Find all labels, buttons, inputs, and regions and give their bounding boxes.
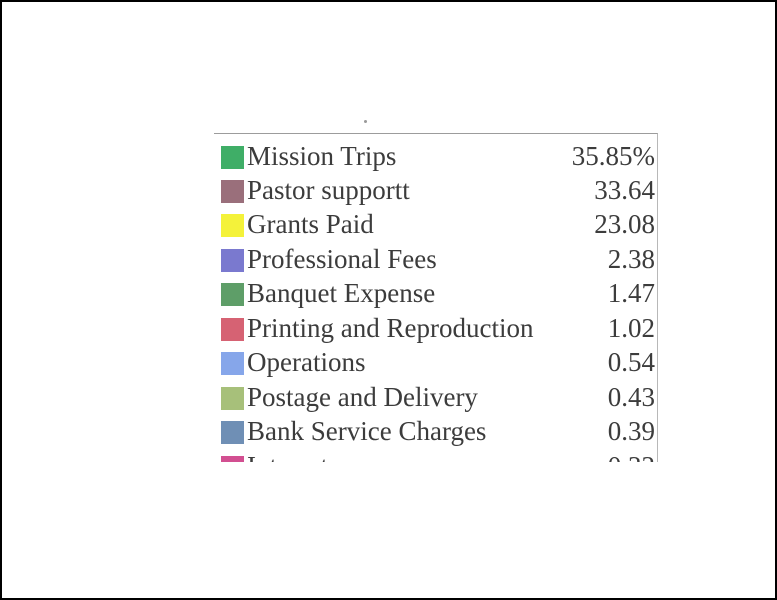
legend-swatch (221, 456, 244, 462)
legend-row: Bank Service Charges 0.39 (214, 413, 657, 447)
legend-row: Grants Paid 23.08 (214, 206, 657, 240)
legend-swatch (221, 283, 244, 306)
legend-row: Printing and Reproduction 1.02 (214, 310, 657, 344)
legend-swatch (221, 421, 244, 444)
legend-value: 35.85% (571, 141, 655, 171)
legend-value: 1.02 (607, 313, 655, 343)
legend-label: Printing and Reproduction (247, 313, 534, 343)
legend-label: Professional Fees (247, 244, 437, 274)
legend-swatch (221, 249, 244, 272)
legend-label: Banquet Expense (247, 278, 436, 308)
legend-row: Banquet Expense 1.47 (214, 275, 657, 309)
legend-value: 33.64 (594, 175, 655, 205)
legend-label: Grants Paid (247, 209, 374, 239)
legend-row: Mission Trips 35.85% (214, 138, 657, 172)
legend-value: 2.38 (607, 244, 655, 274)
legend-swatch (221, 146, 244, 169)
legend-table: Mission Trips 35.85% Pastor supportt 33.… (214, 133, 658, 462)
legend-label: Operations (247, 347, 366, 377)
legend-label: Mission Trips (247, 141, 397, 171)
legend-swatch (221, 387, 244, 410)
legend-value: 0.32 (608, 450, 655, 462)
legend-label: Bank Service Charges (247, 416, 487, 446)
legend-swatch (221, 318, 244, 341)
legend-row: Operations 0.54 (214, 344, 657, 378)
legend-row: Postage and Delivery 0.43 (214, 379, 657, 413)
legend-label: Interest (247, 450, 328, 462)
legend-value: 0.39 (607, 416, 655, 446)
legend-row: Professional Fees 2.38 (214, 241, 657, 275)
legend-swatch (221, 214, 244, 237)
legend-swatch (221, 180, 244, 203)
legend-label: Postage and Delivery (247, 382, 478, 412)
legend-value: 1.47 (607, 278, 655, 308)
legend-value: 0.54 (607, 347, 655, 377)
legend-value: 23.08 (594, 209, 655, 239)
legend-value: 0.43 (607, 382, 655, 412)
legend-row: Pastor supportt 33.64 (214, 172, 657, 206)
legend-swatch (221, 352, 244, 375)
scan-speck (364, 120, 367, 123)
legend-row: Interest 0.32 (214, 448, 657, 462)
legend-label: Pastor supportt (247, 175, 410, 205)
